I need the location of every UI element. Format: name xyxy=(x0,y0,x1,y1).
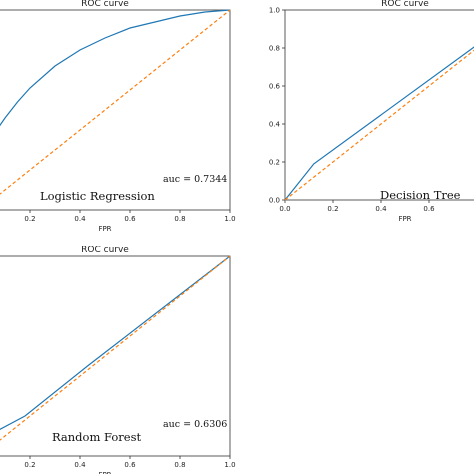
roc-curve xyxy=(0,255,231,431)
y-tick-label: 0.6 xyxy=(269,83,281,91)
chart-title: ROC curve xyxy=(381,0,429,9)
x-tick-label: 1.0 xyxy=(224,461,235,469)
roc-panel-2: ROC curve 0.0 0.2 0.4 0.6 FPR 0.0 0.2 0.4 0.6 0.8 1… xyxy=(253,0,474,223)
model-name-label: Logistic Regression xyxy=(40,189,155,203)
x-tick-label: 0.2 xyxy=(24,461,35,469)
x-axis-label: FPR xyxy=(398,215,411,223)
y-tick-label: 1.0 xyxy=(269,7,280,15)
roc-panel-1: ROC curve 0.2 0.4 0.6 0.8 1.0 FPR auc = 0.7344 L… xyxy=(0,0,236,233)
plot-frame xyxy=(0,9,231,211)
roc-panel-3: ROC curve 0.2 0.4 0.6 0.8 1.0 FPR auc = 0.6306 R… xyxy=(0,245,236,474)
x-tick-label: 0.0 xyxy=(279,205,290,213)
chance-line xyxy=(284,49,474,201)
roc-curve xyxy=(284,46,474,201)
chart-title: ROC curve xyxy=(81,245,129,255)
x-axis-label: FPR xyxy=(98,471,111,474)
x-tick-label: 0.6 xyxy=(124,461,136,469)
x-tick-label: 0.2 xyxy=(327,205,338,213)
x-tick-label: 0.2 xyxy=(24,215,35,223)
model-name-label: Random Forest xyxy=(52,430,142,444)
y-axis-label: TPR xyxy=(253,98,261,112)
x-tick-label: 0.4 xyxy=(74,215,86,223)
x-tick-label: 0.8 xyxy=(174,215,185,223)
x-tick-label: 0.4 xyxy=(375,205,387,213)
x-tick-label: 0.4 xyxy=(74,461,86,469)
y-tick-label: 0.2 xyxy=(269,159,280,167)
plot-frame xyxy=(284,9,474,201)
y-tick-label: 0.0 xyxy=(269,197,280,205)
roc-curve xyxy=(0,9,231,127)
y-tick-label: 0.4 xyxy=(269,121,281,129)
chance-line xyxy=(0,255,231,441)
chart-title: ROC curve xyxy=(81,0,129,9)
x-tick-label: 0.8 xyxy=(174,461,185,469)
chance-line xyxy=(0,9,231,195)
model-name-label: Decision Tree xyxy=(380,188,461,202)
auc-annotation: auc = 0.7344 xyxy=(163,174,227,185)
auc-annotation: auc = 0.6306 xyxy=(163,419,227,430)
x-tick-label: 1.0 xyxy=(224,215,235,223)
x-axis-label: FPR xyxy=(98,225,111,233)
x-tick-label: 0.6 xyxy=(423,205,435,213)
x-tick-label: 0.6 xyxy=(124,215,136,223)
y-tick-label: 0.8 xyxy=(269,45,280,53)
plot-frame xyxy=(0,255,231,457)
